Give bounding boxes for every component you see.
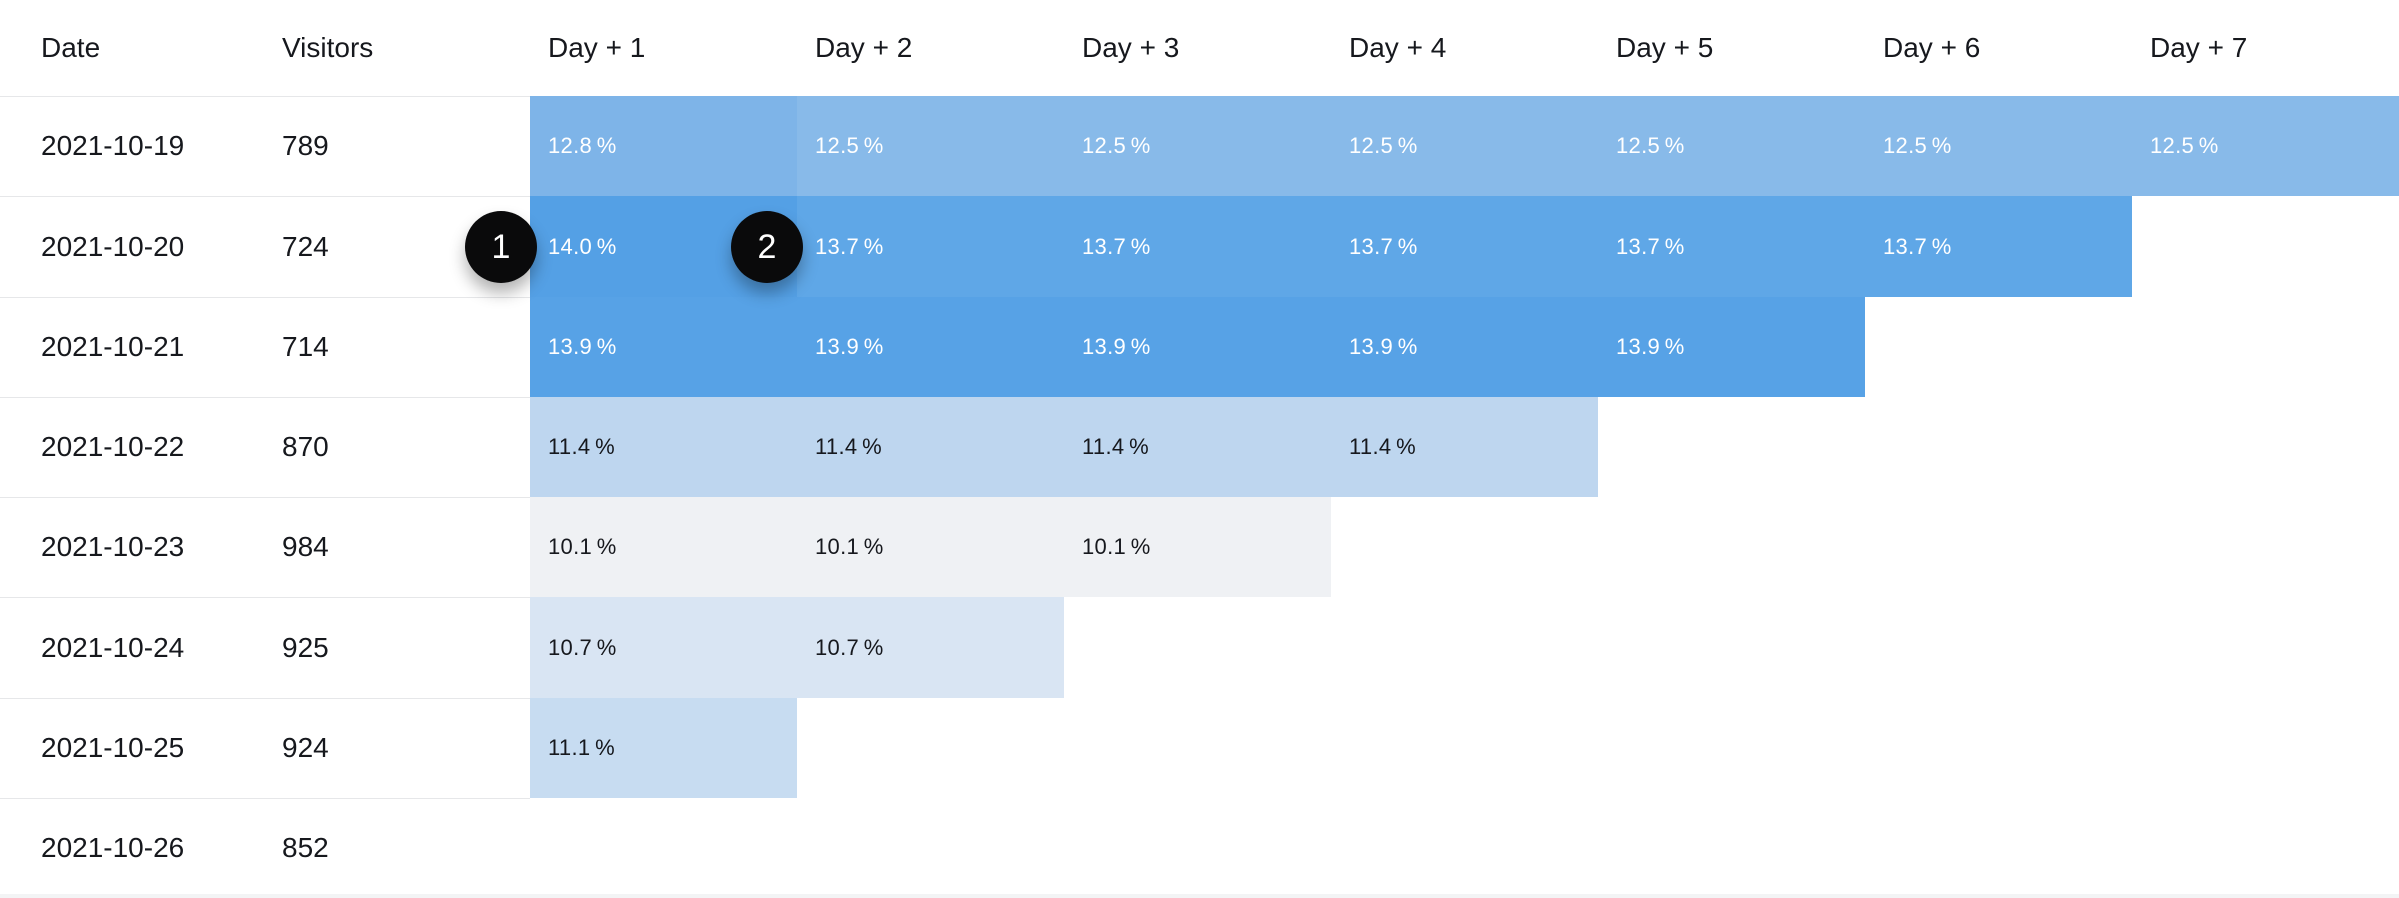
row-divider — [0, 597, 530, 598]
retention-cell: 13.9 % — [1064, 297, 1331, 397]
column-header-day-1: Day + 1 — [548, 32, 646, 63]
retention-cell: 11.4 % — [530, 397, 797, 497]
retention-cell: 11.4 % — [1064, 397, 1331, 497]
table-row: 2021-10-22 870 11.4 % 11.4 % 11.4 % 11.4 % — [0, 397, 2399, 497]
retention-cell: 13.9 % — [1331, 297, 1598, 397]
retention-cell: 12.5 % — [797, 96, 1064, 196]
column-header-day-6: Day + 6 — [1883, 32, 1981, 63]
bottom-section-edge — [0, 894, 2399, 898]
date-cell: 2021-10-21 — [41, 331, 185, 362]
retention-cell: 13.7 % — [797, 196, 1064, 297]
annotation-badge-1-label: 1 — [491, 227, 511, 266]
table-row: 2021-10-25 924 11.1 % — [0, 698, 2399, 798]
retention-cell: 11.1 % — [530, 698, 797, 798]
column-header-day-2: Day + 2 — [815, 32, 913, 63]
visitors-cell: 714 — [282, 331, 329, 362]
retention-cell: 13.9 % — [530, 297, 797, 397]
date-cell: 2021-10-20 — [41, 230, 185, 262]
column-header-day-4: Day + 4 — [1349, 32, 1447, 63]
date-cell: 2021-10-25 — [41, 732, 185, 763]
column-header-date: Date — [41, 32, 101, 63]
retention-cell: 13.9 % — [1598, 297, 1865, 397]
retention-cell: 10.1 % — [1064, 497, 1331, 597]
column-header-day-5: Day + 5 — [1616, 32, 1714, 63]
retention-cell: 12.8 % — [530, 96, 797, 196]
annotation-badge-2-label: 2 — [757, 227, 777, 266]
date-cell: 2021-10-22 — [41, 431, 185, 462]
retention-cell: 10.1 % — [797, 497, 1064, 597]
column-header-day-7: Day + 7 — [2150, 32, 2248, 63]
visitors-cell: 789 — [282, 130, 329, 161]
retention-cell: 11.4 % — [1331, 397, 1598, 497]
date-cell: 2021-10-23 — [41, 531, 185, 562]
table-row: 2021-10-24 925 10.7 % 10.7 % — [0, 597, 2399, 698]
visitors-cell: 724 — [282, 230, 329, 262]
retention-cell: 10.7 % — [530, 597, 797, 698]
visitors-cell: 870 — [282, 431, 329, 462]
retention-cell: 13.7 % — [1865, 196, 2132, 297]
retention-cell: 12.5 % — [2132, 96, 2399, 196]
row-divider — [0, 297, 530, 298]
retention-cell: 13.7 % — [1598, 196, 1865, 297]
row-divider — [0, 397, 530, 398]
row-divider — [0, 798, 530, 799]
retention-cell: 12.5 % — [1598, 96, 1865, 196]
retention-cell: 10.7 % — [797, 597, 1064, 698]
visitors-cell: 924 — [282, 732, 329, 763]
retention-cell: 10.1 % — [530, 497, 797, 597]
retention-cell: 13.9 % — [797, 297, 1064, 397]
annotation-badge-2[interactable]: 2 — [731, 211, 803, 283]
retention-cell: 12.5 % — [1064, 96, 1331, 196]
row-divider — [0, 196, 530, 197]
table-row: 2021-10-23 984 10.1 % 10.1 % 10.1 % — [0, 497, 2399, 597]
row-divider — [0, 497, 530, 498]
retention-cell: 13.7 % — [1331, 196, 1598, 297]
table-row: 2021-10-26 852 — [0, 798, 2399, 898]
retention-cell: 12.5 % — [1865, 96, 2132, 196]
row-divider — [0, 96, 530, 97]
date-cell: 2021-10-19 — [41, 130, 185, 161]
retention-cell: 13.7 % — [1064, 196, 1331, 297]
visitors-cell: 925 — [282, 631, 329, 663]
date-cell: 2021-10-24 — [41, 631, 185, 663]
table-row: 2021-10-20 724 14.0 % 13.7 % 13.7 % 13.7 % 13.… — [0, 196, 2399, 297]
row-divider — [0, 698, 530, 699]
annotation-badge-1[interactable]: 1 — [465, 211, 537, 283]
column-header-day-3: Day + 3 — [1082, 32, 1180, 63]
retention-cell: 11.4 % — [797, 397, 1064, 497]
table-row: 2021-10-21 714 13.9 % 13.9 % 13.9 % 13.9 % 13.… — [0, 297, 2399, 397]
column-header-visitors: Visitors — [282, 32, 374, 63]
visitors-cell: 852 — [282, 832, 329, 863]
table-row: 2021-10-19 789 12.8 % 12.5 % 12.5 % 12.5 % 12.… — [0, 96, 2399, 196]
visitors-cell: 984 — [282, 531, 329, 562]
retention-cell: 12.5 % — [1331, 96, 1598, 196]
date-cell: 2021-10-26 — [41, 832, 185, 863]
